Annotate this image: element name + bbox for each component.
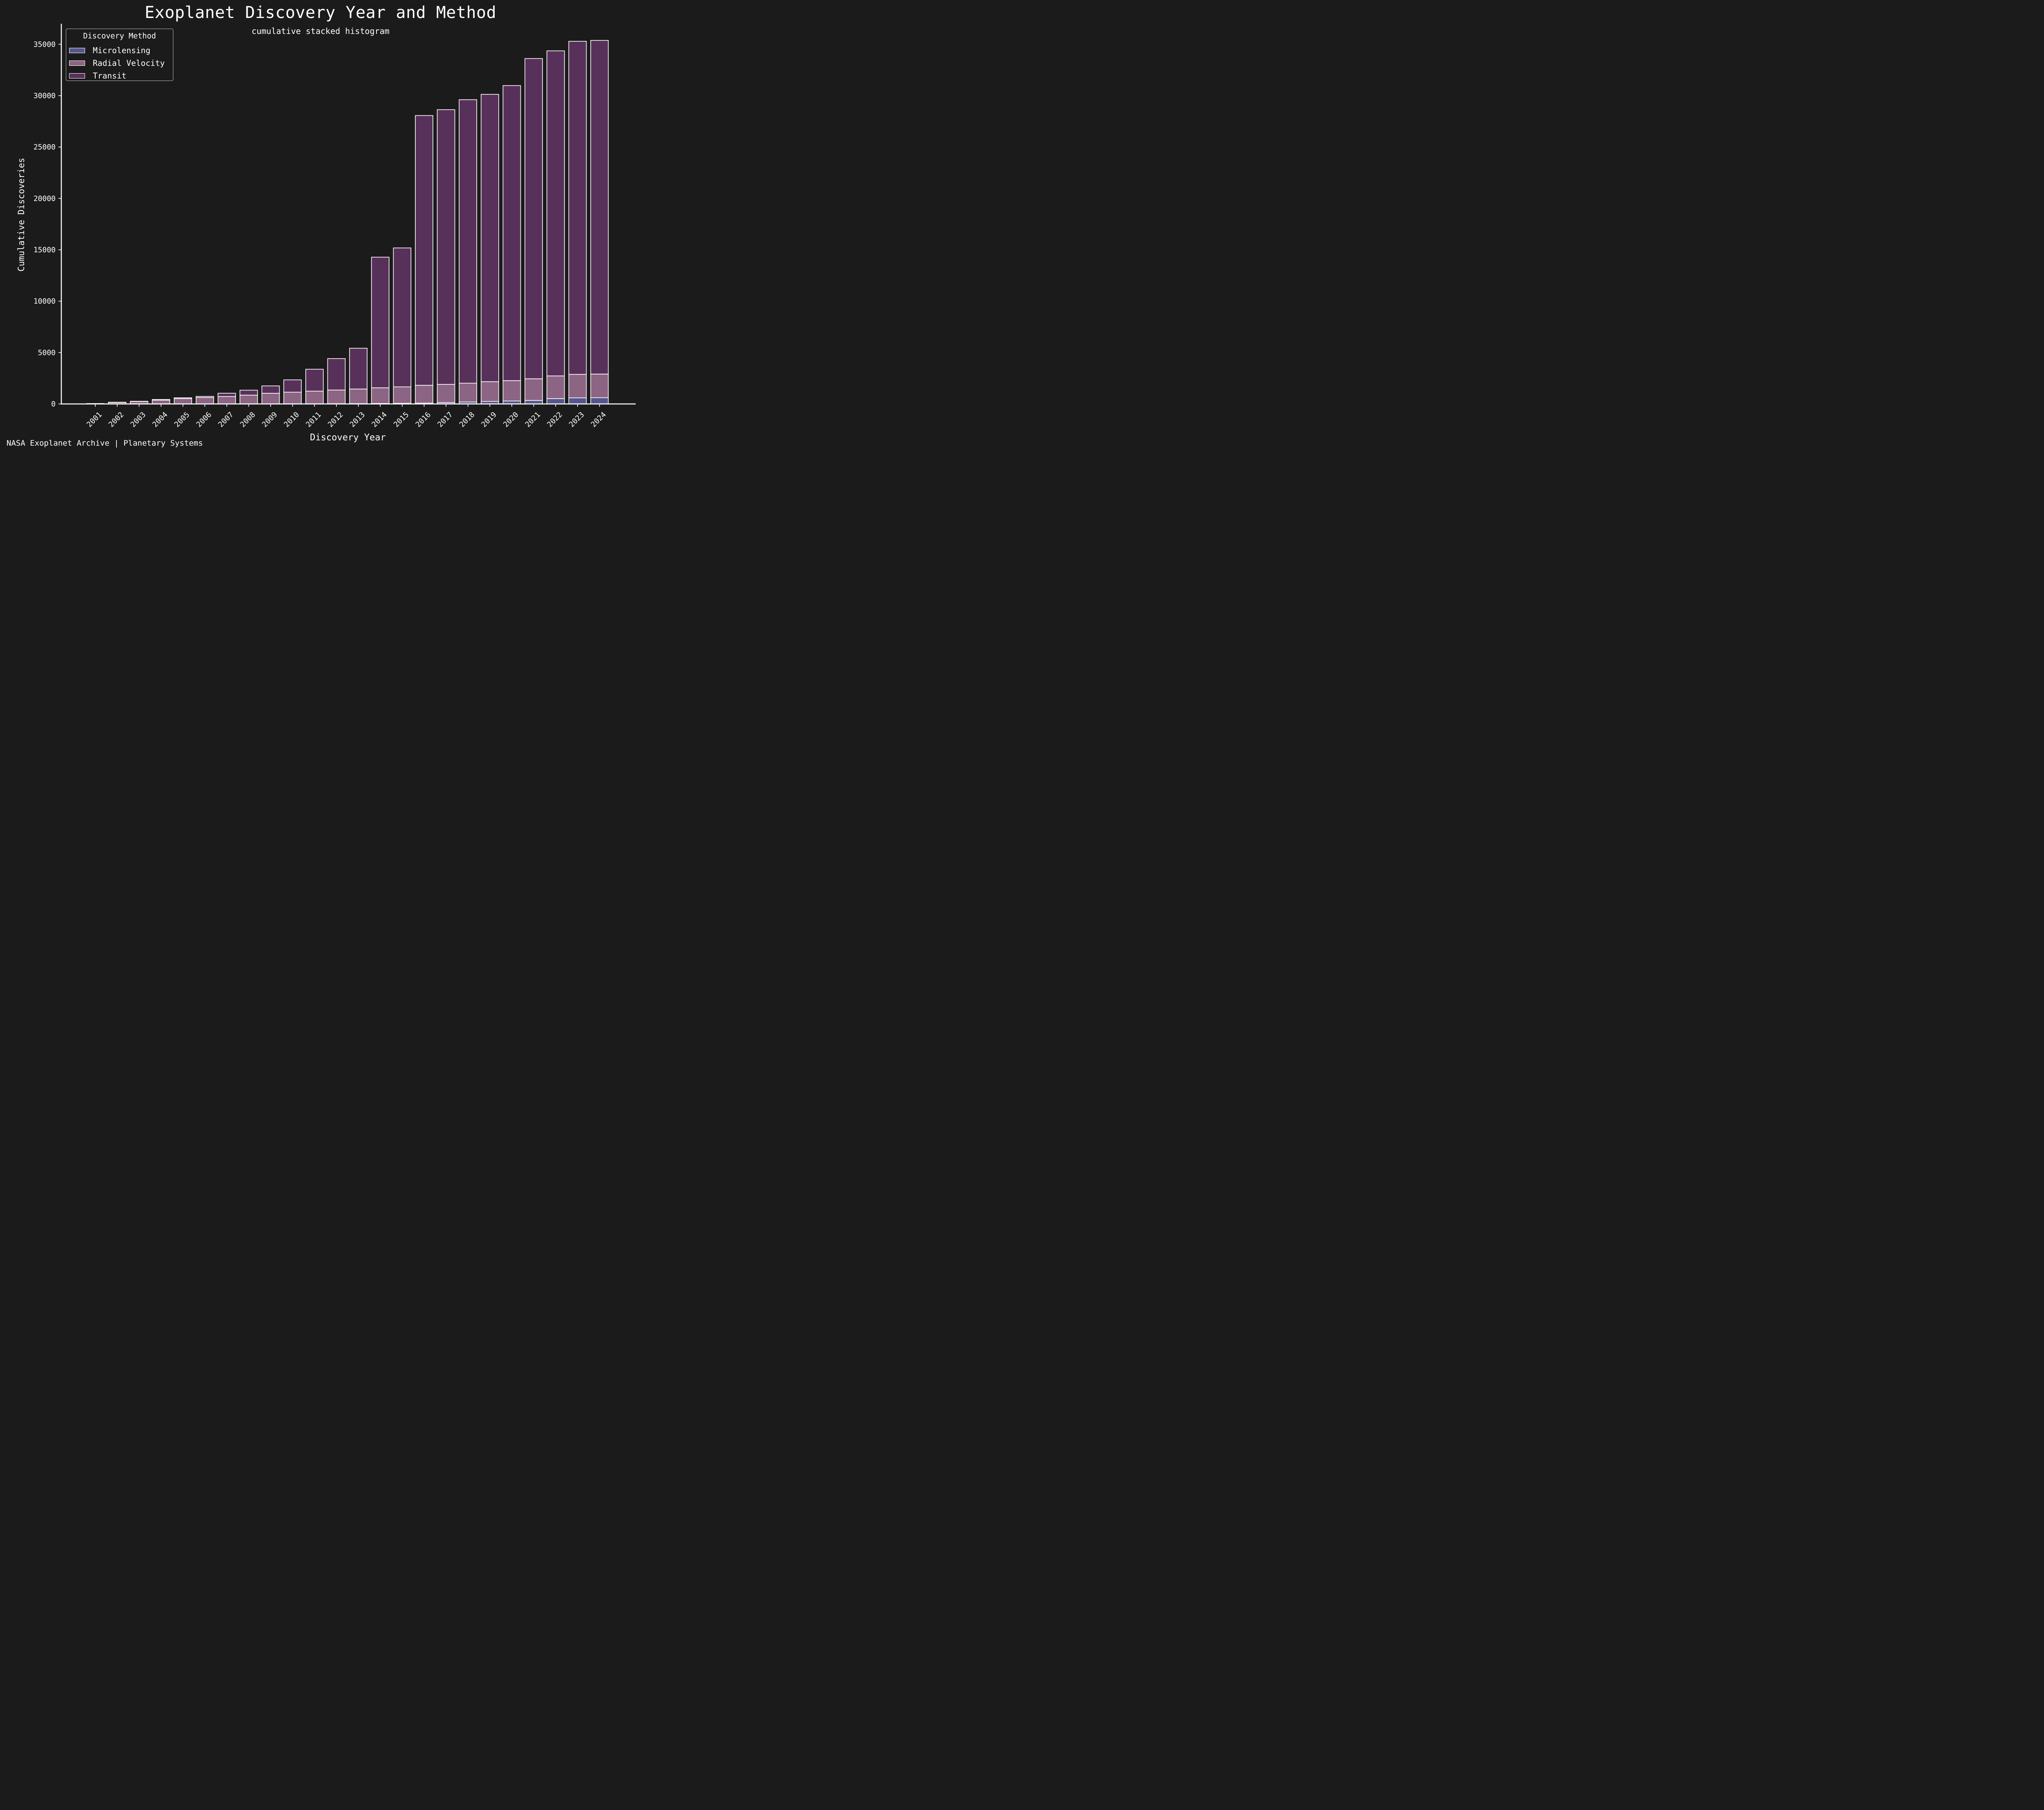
bar-transit-2005	[174, 397, 192, 399]
bar-radial-velocity-2024	[590, 374, 609, 398]
bar-transit-2011	[305, 369, 324, 392]
x-tick-label-2008: 2008	[238, 410, 257, 429]
bar-transit-2019	[481, 94, 499, 382]
bar-radial-velocity-2004	[152, 399, 170, 404]
bar-microlensing-2022	[546, 398, 565, 404]
y-axis-ticks: 0 5000 10000 15000 20000 25000 30000 35000	[34, 40, 61, 408]
x-tick-label-2018: 2018	[458, 410, 477, 429]
bar-transit-2018	[459, 99, 477, 384]
legend-label-radial-velocity: Radial Velocity	[93, 58, 165, 68]
legend-title: Discovery Method	[83, 32, 156, 40]
bar-transit-2010	[283, 379, 302, 393]
bar-microlensing-2021	[524, 400, 543, 404]
bar-radial-velocity-2006	[195, 397, 214, 404]
y-tick-label-25000: 25000	[34, 143, 56, 152]
bar-radial-velocity-2022	[546, 375, 565, 399]
x-axis-label: Discovery Year	[310, 433, 386, 443]
bar-radial-velocity-2005	[174, 398, 192, 404]
x-tick-label-2004: 2004	[151, 410, 170, 429]
legend-label-transit: Transit	[93, 71, 127, 81]
legend-item-transit: Transit	[69, 70, 169, 82]
x-tick-label-2013: 2013	[348, 410, 367, 429]
x-tick-label-2003: 2003	[129, 410, 148, 429]
x-tick-label-2009: 2009	[260, 410, 279, 429]
bar-radial-velocity-2009	[261, 393, 280, 404]
bar-radial-velocity-2016	[415, 385, 433, 404]
bar-group	[86, 40, 609, 404]
bar-transit-2008	[240, 390, 258, 396]
bar-transit-2013	[349, 348, 368, 390]
x-tick-label-2023: 2023	[567, 410, 586, 429]
bar-transit-2016	[415, 115, 433, 386]
x-tick-label-2006: 2006	[195, 410, 213, 429]
bar-transit-2020	[502, 85, 521, 381]
x-tick-label-2014: 2014	[370, 410, 389, 429]
x-tick-label-2022: 2022	[545, 410, 564, 429]
bar-radial-velocity-2012	[327, 390, 346, 404]
x-tick-label-2002: 2002	[107, 410, 126, 429]
chart-subtitle: cumulative stacked histogram	[251, 26, 390, 36]
legend-swatch-transit	[69, 73, 85, 79]
bar-radial-velocity-2007	[217, 396, 236, 404]
x-tick-label-2011: 2011	[304, 410, 323, 429]
bar-microlensing-2024	[590, 397, 609, 404]
bar-radial-velocity-2010	[283, 392, 302, 404]
x-tick-label-2021: 2021	[524, 410, 542, 429]
legend-swatch-microlensing	[69, 48, 85, 53]
bar-transit-2014	[371, 257, 390, 388]
bar-microlensing-2023	[568, 397, 587, 404]
y-tick-label-0: 0	[51, 400, 56, 408]
bar-radial-velocity-2013	[349, 388, 368, 404]
bar-radial-velocity-2017	[437, 384, 455, 403]
legend-label-microlensing: Microlensing	[93, 46, 150, 55]
legend: Discovery Method Microlensing Radial Vel…	[66, 29, 173, 81]
bar-transit-2004	[152, 399, 170, 401]
x-tick-label-2010: 2010	[282, 410, 301, 429]
x-tick-label-2001: 2001	[85, 410, 104, 429]
chart-title: Exoplanet Discovery Year and Method	[144, 3, 497, 22]
x-tick-label-2020: 2020	[502, 410, 520, 429]
x-tick-label-2005: 2005	[173, 410, 192, 429]
bar-transit-2012	[327, 358, 346, 390]
x-tick-label-2012: 2012	[326, 410, 345, 429]
bar-transit-2022	[546, 50, 565, 377]
bar-transit-2017	[437, 109, 455, 385]
y-axis-label: Cumulative Discoveries	[16, 157, 26, 272]
legend-item-microlensing: Microlensing	[69, 44, 169, 57]
bar-radial-velocity-2015	[393, 386, 412, 404]
bar-radial-velocity-2019	[481, 381, 499, 402]
bar-transit-2002	[108, 401, 126, 403]
bar-transit-2006	[195, 396, 214, 398]
y-tick-label-10000: 10000	[34, 297, 56, 306]
y-tick-label-15000: 15000	[34, 246, 56, 254]
bar-radial-velocity-2020	[502, 380, 521, 401]
bar-radial-velocity-2021	[524, 378, 543, 401]
bar-transit-2009	[261, 385, 280, 394]
bar-transit-2021	[524, 58, 543, 379]
bar-radial-velocity-2023	[568, 374, 587, 398]
x-tick-label-2017: 2017	[436, 410, 455, 429]
bar-transit-2015	[393, 247, 412, 388]
bar-transit-2023	[568, 41, 587, 375]
x-tick-label-2016: 2016	[414, 410, 433, 429]
x-tick-label-2019: 2019	[480, 410, 498, 429]
y-tick-label-20000: 20000	[34, 194, 56, 203]
x-tick-label-2024: 2024	[589, 410, 608, 429]
bar-transit-2007	[217, 393, 236, 397]
y-tick-label-30000: 30000	[34, 92, 56, 100]
y-tick-label-35000: 35000	[34, 40, 56, 49]
chart-canvas: 0 5000 10000 15000 20000 25000 30000 35000 2001…	[34, 24, 636, 429]
bar-radial-velocity-2011	[305, 390, 324, 404]
bar-radial-velocity-2014	[371, 387, 390, 404]
legend-item-radial-velocity: Radial Velocity	[69, 57, 169, 70]
x-tick-label-2007: 2007	[217, 410, 235, 429]
source-note: NASA Exoplanet Archive | Planetary Syste…	[7, 439, 203, 448]
x-tick-label-2015: 2015	[392, 410, 411, 429]
x-axis-ticks: 2001 2002 2003 2004 2005 2006 2007 2008 2009 2010…	[85, 404, 608, 429]
legend-swatch-radial-velocity	[69, 61, 85, 66]
y-tick-label-5000: 5000	[38, 348, 56, 357]
bar-radial-velocity-2018	[459, 383, 477, 403]
bar-transit-2024	[590, 40, 609, 375]
bar-radial-velocity-2008	[240, 395, 258, 404]
